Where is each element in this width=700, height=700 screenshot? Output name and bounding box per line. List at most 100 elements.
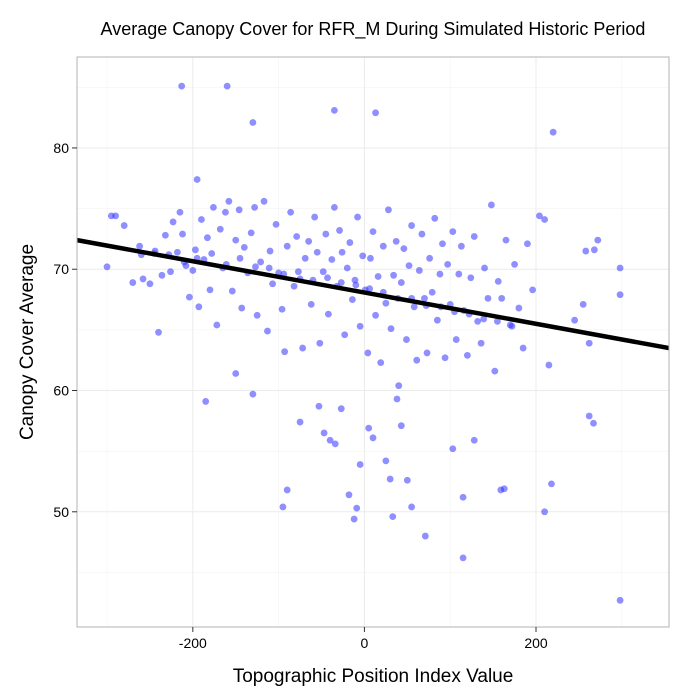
y-tick-labels: 50 60 70 80 [53,140,69,520]
data-point [338,248,346,256]
data-point [228,287,236,295]
x-tick-label: 0 [361,635,369,651]
data-point [470,233,478,240]
data-point [444,260,452,268]
data-point [260,197,268,205]
data-point [336,227,343,234]
data-point [324,274,331,282]
data-point [431,214,439,222]
data-point [433,316,441,324]
data-point [129,279,137,286]
data-point [249,119,257,126]
data-point [198,216,205,223]
data-point [488,201,495,209]
data-point [319,268,327,276]
data-point [247,229,255,237]
data-point [252,263,259,271]
x-tick-label: -200 [179,635,207,651]
data-point [341,331,349,339]
data-point [253,311,261,319]
data-point [359,252,367,260]
data-point [408,222,416,229]
data-point [494,277,502,285]
data-point [585,412,593,420]
data-point [459,493,467,501]
data-point [536,212,543,220]
data-point [161,231,169,239]
data-point [385,206,392,214]
data-point [315,402,323,410]
data-point [405,262,413,269]
y-axis-title: Canopy Cover Average [17,244,38,440]
data-point [549,128,557,136]
data-point [397,422,405,430]
data-point [216,225,224,233]
data-point [426,254,434,262]
y-tick-label: 60 [53,383,69,399]
axis-ticks [72,147,537,632]
data-point [491,367,499,375]
data-point [421,532,429,540]
data-point [251,203,258,211]
data-point [403,336,410,343]
data-point [449,445,457,453]
data-point [393,395,401,403]
data-point [386,475,394,483]
data-point [195,303,203,311]
data-point [467,274,475,282]
data-point [179,230,186,238]
data-point [178,82,186,90]
data-point [210,203,217,211]
data-point [421,294,428,302]
data-point [585,339,593,347]
data-point [353,504,361,512]
data-point [272,220,280,228]
data-point [331,440,339,448]
data-point [415,267,423,274]
data-point [502,236,510,244]
data-point [372,109,379,117]
data-point [293,233,301,240]
data-point [265,264,273,272]
data-point [428,288,436,296]
data-point [307,301,315,308]
data-point [463,351,471,359]
data-point [367,254,374,262]
data-point [511,260,518,268]
data-point [320,429,328,437]
data-point [387,325,395,333]
data-point [146,280,154,288]
data-point [413,356,421,364]
data-point [439,240,446,248]
data-point [474,317,482,325]
data-point [354,213,361,221]
data-point [436,270,444,278]
data-point [236,254,244,262]
data-point [313,248,321,256]
minor-gridlines [77,57,669,627]
data-point [449,228,457,236]
data-point [222,208,229,216]
chart-title: Average Canopy Cover for RFR_M During Si… [101,19,646,40]
data-point [369,228,377,236]
data-point [345,491,353,499]
data-point [299,344,307,352]
data-point [193,176,201,183]
data-point [452,336,460,343]
data-point [136,242,144,250]
data-point [410,303,418,311]
data-point [264,327,271,335]
data-point [519,344,527,352]
data-point [379,242,387,250]
data-point [356,461,364,468]
data-point [349,296,356,303]
data-point [240,244,248,251]
data-point [366,285,373,293]
data-point [500,485,508,493]
data-point [470,436,478,444]
data-point [112,212,120,220]
data-point [269,280,277,288]
data-point [158,271,166,279]
trend-line [76,237,670,351]
